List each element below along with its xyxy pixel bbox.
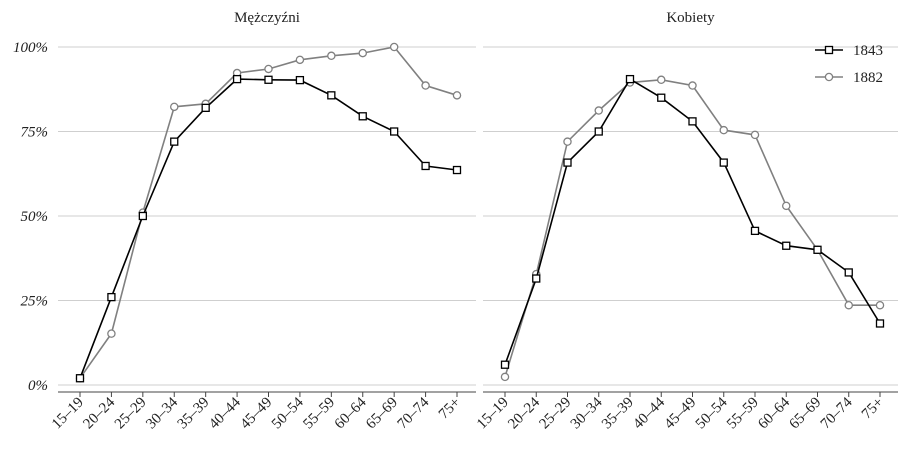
data-point-1843 <box>452 165 462 175</box>
legend-marker-1882 <box>824 72 834 82</box>
x-tick-label: 30–34 <box>568 394 606 432</box>
y-tick-label: 0% <box>28 378 48 394</box>
x-tick-label: 35–39 <box>599 395 637 433</box>
data-point-1843 <box>875 319 885 328</box>
data-point-1882 <box>657 75 666 85</box>
data-point-1882 <box>594 106 604 115</box>
x-tick-label: 35–39 <box>175 395 213 433</box>
x-tick-label: 50–54 <box>693 394 731 432</box>
data-point-1882 <box>875 300 885 310</box>
data-point-1843 <box>358 112 367 121</box>
y-tick-label: 25% <box>21 294 49 310</box>
legend-label-1843: 1843 <box>853 43 883 59</box>
data-point-1843 <box>75 374 85 383</box>
series-line-1843 <box>79 78 458 379</box>
x-tick-label: 55–59 <box>300 395 338 433</box>
data-point-1882 <box>389 42 399 52</box>
x-tick-label: 60–64 <box>755 394 793 432</box>
data-point-1882 <box>719 125 729 135</box>
panel-title-1: Kobiety <box>666 10 715 26</box>
data-point-1843 <box>138 211 147 221</box>
legend-label-1882: 1882 <box>853 70 883 86</box>
data-point-1843 <box>813 245 822 254</box>
x-tick-label: 25–29 <box>536 395 574 433</box>
data-point-1843 <box>719 158 728 167</box>
data-point-1843 <box>390 127 399 136</box>
data-point-1882 <box>264 64 273 74</box>
data-point-1843 <box>500 360 510 369</box>
data-point-1843 <box>201 103 210 112</box>
y-tick-label: 75% <box>21 125 49 141</box>
data-point-1882 <box>421 81 430 90</box>
x-tick-label: 75+ <box>859 395 887 423</box>
x-tick-label: 15–19 <box>474 395 512 433</box>
data-point-1843 <box>107 292 116 302</box>
x-tick-label: 65–69 <box>786 395 824 433</box>
series-line-1882 <box>79 46 458 379</box>
data-point-1882 <box>169 102 179 112</box>
data-point-1843 <box>844 268 853 277</box>
data-point-1843 <box>421 161 430 171</box>
data-point-1843 <box>232 74 242 84</box>
x-tick-label: 25–29 <box>112 395 150 433</box>
data-point-1843 <box>563 158 572 167</box>
data-point-1882 <box>327 51 336 61</box>
x-tick-label: 15–19 <box>49 395 87 433</box>
x-tick-label: 60–64 <box>332 394 370 432</box>
x-tick-label: 30–34 <box>143 394 181 432</box>
data-point-1843 <box>782 241 791 250</box>
data-point-1843 <box>750 226 760 236</box>
legend-marker-1843 <box>824 45 834 55</box>
data-point-1882 <box>563 137 572 146</box>
data-point-1882 <box>844 300 854 310</box>
x-tick-label: 75+ <box>436 395 464 423</box>
data-point-1882 <box>295 55 305 65</box>
x-tick-label: 45–49 <box>661 395 699 433</box>
x-tick-label: 20–24 <box>80 394 118 432</box>
data-point-1882 <box>750 130 760 140</box>
data-point-1882 <box>782 201 791 211</box>
x-tick-label: 50–54 <box>269 394 307 432</box>
x-tick-label: 55–59 <box>724 395 762 433</box>
data-point-1882 <box>452 91 462 100</box>
data-point-1843 <box>170 137 179 146</box>
data-point-1843 <box>264 75 273 84</box>
data-point-1843 <box>625 74 635 84</box>
data-point-1882 <box>688 81 697 90</box>
data-point-1843 <box>657 93 666 102</box>
data-point-1843 <box>532 274 541 283</box>
x-tick-label: 20–24 <box>505 394 543 432</box>
y-tick-label: 50% <box>21 209 49 225</box>
data-point-1843 <box>594 127 603 136</box>
data-point-1882 <box>107 329 116 338</box>
panel-title-0: Mężczyźni <box>234 10 300 26</box>
x-tick-label: 70–74 <box>395 394 433 432</box>
x-tick-label: 45–49 <box>237 395 275 433</box>
y-tick-label: 100% <box>13 40 48 56</box>
data-point-1843 <box>327 91 336 100</box>
x-tick-label: 70–74 <box>818 394 856 432</box>
data-point-1843 <box>295 75 305 85</box>
x-tick-label: 40–44 <box>630 394 668 432</box>
x-tick-label: 40–44 <box>206 394 244 432</box>
x-tick-label: 65–69 <box>363 395 401 433</box>
data-point-1882 <box>500 372 510 382</box>
data-point-1882 <box>358 48 367 58</box>
data-point-1843 <box>688 117 697 126</box>
